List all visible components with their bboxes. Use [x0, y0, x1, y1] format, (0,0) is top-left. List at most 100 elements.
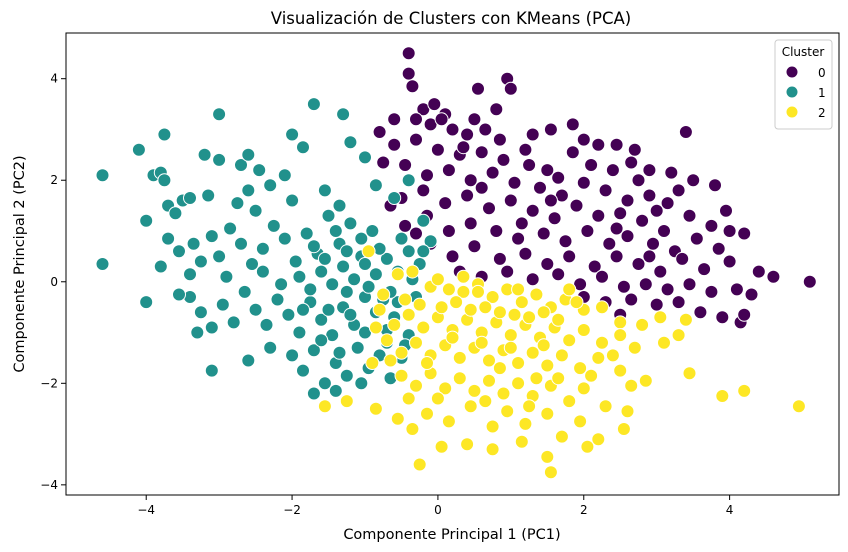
data-point — [503, 328, 518, 343]
data-point — [197, 147, 212, 162]
data-point — [463, 216, 478, 231]
data-point — [317, 251, 332, 266]
data-point — [580, 224, 595, 238]
x-tick-label: 4 — [726, 503, 734, 517]
data-point — [332, 198, 347, 213]
data-point — [204, 229, 219, 244]
data-point — [379, 251, 394, 266]
data-point — [172, 287, 186, 302]
data-point — [620, 229, 635, 244]
data-point — [529, 287, 544, 302]
data-point — [722, 224, 737, 238]
data-point — [627, 340, 642, 355]
data-point — [536, 226, 551, 241]
data-point — [711, 241, 726, 256]
data-point — [153, 259, 168, 274]
data-point — [471, 284, 485, 299]
data-point — [576, 381, 591, 396]
data-point — [212, 152, 227, 167]
data-point — [394, 368, 409, 383]
data-point — [241, 147, 256, 162]
data-point — [347, 272, 362, 287]
data-point — [536, 305, 551, 320]
data-point — [591, 208, 606, 223]
data-point — [708, 178, 722, 193]
data-point — [482, 201, 496, 216]
data-point — [609, 249, 624, 264]
data-point — [565, 145, 580, 160]
data-point — [387, 191, 402, 205]
data-point — [438, 196, 453, 211]
data-point — [332, 345, 347, 360]
data-point — [503, 81, 518, 96]
legend-marker — [785, 85, 799, 99]
data-point — [460, 188, 475, 203]
data-point — [551, 371, 566, 386]
data-point — [620, 404, 635, 419]
data-point — [409, 226, 423, 241]
data-point — [314, 333, 329, 348]
data-point — [635, 317, 650, 332]
data-point — [350, 340, 365, 355]
data-point — [766, 269, 781, 284]
data-point — [343, 135, 358, 150]
data-point — [664, 165, 679, 180]
data-point — [525, 203, 540, 218]
data-point — [131, 142, 146, 157]
data-point — [219, 269, 234, 284]
data-point — [558, 234, 573, 249]
data-point — [394, 345, 409, 360]
data-point — [368, 401, 383, 416]
y-tick-label: 2 — [50, 173, 58, 187]
data-point — [562, 249, 577, 264]
data-point — [434, 439, 449, 454]
data-point — [336, 259, 351, 274]
data-point — [463, 399, 478, 414]
data-point — [343, 216, 358, 231]
data-point — [321, 208, 336, 223]
data-point — [157, 173, 172, 188]
data-point — [722, 254, 737, 269]
data-point — [401, 46, 416, 61]
data-point — [653, 264, 668, 279]
data-point — [631, 173, 646, 188]
data-point — [500, 264, 515, 279]
data-point — [576, 323, 591, 337]
data-point — [445, 330, 460, 345]
data-point — [536, 338, 551, 353]
data-point — [234, 158, 248, 172]
data-point — [657, 224, 671, 238]
data-point — [496, 386, 511, 401]
data-point — [223, 221, 238, 236]
data-point — [605, 163, 620, 178]
data-point — [354, 376, 369, 391]
data-point — [409, 112, 423, 127]
data-point — [412, 297, 427, 312]
data-point — [573, 414, 588, 429]
data-point — [339, 368, 354, 383]
data-point — [325, 277, 340, 292]
data-point — [259, 317, 274, 332]
x-tick-label: 0 — [434, 503, 442, 517]
data-point — [372, 302, 387, 317]
data-point — [212, 249, 227, 264]
plot-frame — [65, 32, 840, 496]
data-point — [394, 231, 409, 246]
data-point — [266, 218, 281, 233]
data-point — [449, 295, 464, 310]
data-point — [241, 183, 256, 198]
data-point — [682, 277, 697, 292]
data-point — [343, 307, 358, 322]
data-point — [649, 203, 664, 218]
data-point — [376, 155, 391, 170]
data-point — [511, 356, 526, 370]
data-point — [551, 267, 566, 282]
legend: Cluster 0 1 2 — [774, 39, 833, 130]
data-point — [299, 226, 314, 241]
data-point — [482, 373, 496, 388]
data-point — [460, 437, 475, 452]
data-point — [624, 292, 639, 307]
data-point — [186, 236, 201, 251]
data-point — [631, 257, 646, 271]
data-point — [467, 239, 482, 254]
